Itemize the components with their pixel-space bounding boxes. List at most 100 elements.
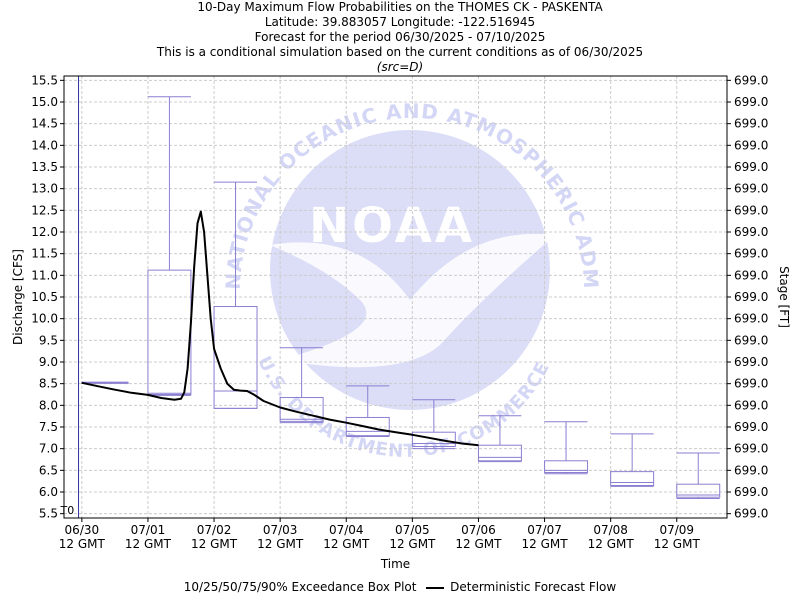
x-tick-date: 07/06 — [461, 523, 496, 537]
chart-title-block: 10-Day Maximum Flow Probabilities on the… — [0, 0, 800, 75]
y2-tick-label: 699.0 — [734, 203, 768, 217]
y-tick-label: 11.5 — [31, 247, 58, 261]
y-tick-label: 6.0 — [39, 485, 58, 499]
y-tick-label: 13.0 — [31, 182, 58, 196]
box-plot — [279, 347, 324, 424]
box-plot — [81, 381, 129, 384]
y2-tick-label: 699.0 — [734, 182, 768, 196]
y-tick-label: 7.0 — [39, 442, 58, 456]
y2-axis-title: Stage [FT] — [777, 266, 791, 328]
y2-tick-label: 699.0 — [734, 442, 768, 456]
t0-label: T0 — [60, 504, 75, 517]
y-tick-label: 8.0 — [39, 398, 58, 412]
y2-tick-label: 699.0 — [734, 398, 768, 412]
y2-tick-label: 699.0 — [734, 247, 768, 261]
y2-tick-label: 699.0 — [734, 312, 768, 326]
y2-tick-label: 699.0 — [734, 225, 768, 239]
chart-subtitle-location: Latitude: 39.883057 Longitude: -122.5169… — [264, 15, 536, 29]
box-plot — [213, 181, 258, 409]
deterministic-flow-line — [81, 210, 479, 447]
x-tick-time: 12 GMT — [588, 537, 635, 551]
x-tick-time: 12 GMT — [257, 537, 304, 551]
deterministic-series — [81, 210, 479, 447]
box-iqr — [610, 471, 655, 486]
y-tick-label: 8.5 — [39, 377, 58, 391]
watermark-seagull — [270, 233, 555, 368]
x-tick-date: 07/01 — [131, 523, 166, 537]
chart-subtitle-source: (src=D) — [376, 60, 424, 74]
box-plot — [676, 452, 721, 499]
y2-tick-label: 699.0 — [734, 117, 768, 131]
box-plot — [411, 399, 456, 450]
box-iqr — [411, 431, 456, 448]
y-tick-label: 12.0 — [31, 225, 58, 239]
legend-line-swatch — [426, 586, 445, 589]
box-plot — [477, 415, 522, 463]
y2-tick-label: 699.0 — [734, 290, 768, 304]
x-tick-time: 12 GMT — [455, 537, 502, 551]
x-tick-time: 12 GMT — [59, 537, 106, 551]
chart-title: 10-Day Maximum Flow Probabilities on the… — [197, 0, 603, 14]
box-plot — [147, 96, 192, 396]
box-plots — [81, 96, 721, 499]
y2-tick-label: 699.0 — [734, 377, 768, 391]
y-tick-label: 9.5 — [39, 333, 58, 347]
x-tick-date: 07/05 — [395, 523, 430, 537]
y-tick-label: 9.0 — [39, 355, 58, 369]
x-tick-date: 07/04 — [329, 523, 364, 537]
box-plot — [345, 385, 390, 438]
x-tick-date: 07/02 — [197, 523, 232, 537]
y2-tick-label: 699.0 — [734, 95, 768, 109]
y-tick-label: 5.5 — [39, 507, 58, 521]
y-tick-label: 10.0 — [31, 312, 58, 326]
y-tick-label: 14.0 — [31, 138, 58, 152]
box-iqr — [345, 416, 390, 437]
y-tick-label: 13.5 — [31, 160, 58, 174]
y2-tick-label: 699.0 — [734, 138, 768, 152]
y2-tick-label: 699.0 — [734, 268, 768, 282]
chart-legend: 10/25/50/75/90% Exceedance Box Plot Dete… — [0, 580, 800, 594]
box-plot — [544, 421, 589, 475]
x-tick-time: 12 GMT — [389, 537, 436, 551]
y2-tick-label: 699.0 — [734, 485, 768, 499]
x-tick-time: 12 GMT — [191, 537, 238, 551]
x-tick-time: 12 GMT — [125, 537, 172, 551]
x-tick-time: 12 GMT — [522, 537, 569, 551]
box-iqr — [544, 460, 589, 473]
y2-tick-label: 699.0 — [734, 333, 768, 347]
legend-box-label: 10/25/50/75/90% Exceedance Box Plot — [183, 580, 417, 594]
y2-tick-label: 699.0 — [734, 73, 768, 87]
x-axis-title: Time — [380, 557, 410, 571]
y2-tick-label: 699.0 — [734, 160, 768, 174]
x-tick-date: 07/08 — [593, 523, 628, 537]
y-tick-label: 15.5 — [31, 73, 58, 87]
watermark-noaa-logo: NOAA — [309, 198, 475, 254]
x-tick-time: 12 GMT — [654, 537, 701, 551]
box-iqr — [147, 269, 192, 395]
box-iqr — [279, 397, 324, 422]
x-tick-date: 07/07 — [527, 523, 562, 537]
chart-subtitle-period: Forecast for the period 06/30/2025 - 07/… — [254, 30, 546, 44]
y-tick-label: 11.0 — [31, 268, 58, 282]
box-plot — [610, 433, 655, 487]
chart-subtitle-conditions: This is a conditional simulation based o… — [156, 45, 644, 59]
legend-line-label: Deterministic Forecast Flow — [450, 580, 617, 594]
x-tick-time: 12 GMT — [323, 537, 370, 551]
y2-tick-label: 699.0 — [734, 463, 768, 477]
x-tick-date: 07/03 — [263, 523, 298, 537]
axes: T05.5 699.0 6.0 699.0 6.5 699.0 7.0 699.0 7.5 699… — [11, 73, 791, 571]
y-tick-label: 14.5 — [31, 117, 58, 131]
y-tick-label: 10.5 — [31, 290, 58, 304]
x-tick-date: 06/30 — [65, 523, 100, 537]
box-iqr — [676, 483, 721, 498]
y-tick-label: 12.5 — [31, 203, 58, 217]
y-tick-label: 6.5 — [39, 463, 58, 477]
y2-tick-label: 699.0 — [734, 507, 768, 521]
y-tick-label: 15.0 — [31, 95, 58, 109]
x-tick-date: 07/09 — [659, 523, 694, 537]
y-tick-label: 7.5 — [39, 420, 58, 434]
y2-tick-label: 699.0 — [734, 420, 768, 434]
grid-lines — [64, 76, 727, 518]
y-axis-title: Discharge [CFS] — [11, 249, 25, 345]
